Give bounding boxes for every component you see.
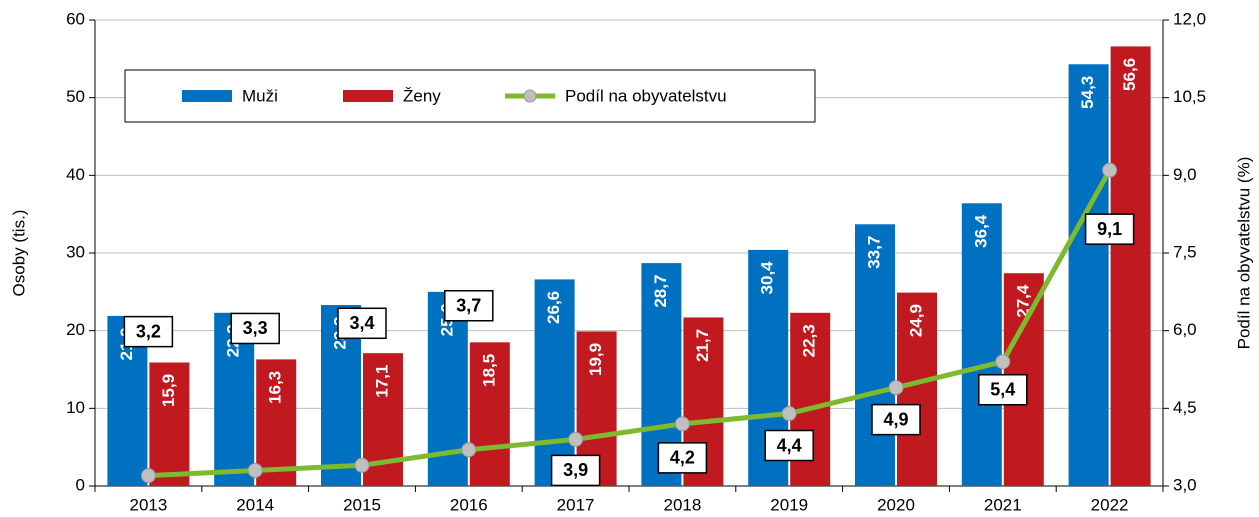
line-label-box [550, 454, 601, 487]
x-tick-label: 2021 [984, 495, 1022, 514]
x-tick-label: 2022 [1091, 495, 1129, 514]
line-marker [247, 462, 263, 478]
y2-tick-label: 3,0 [1173, 475, 1197, 494]
y-tick-label: 60 [66, 9, 85, 28]
bar-value-label: 30,4 [758, 261, 777, 295]
y2-tick-label: 6,0 [1173, 320, 1197, 339]
bar [534, 279, 575, 486]
y2-axis-title: Podíl na obyvatelstvu (%) [1234, 157, 1253, 350]
legend-label: Muži [242, 86, 278, 105]
x-tick-label: 2017 [557, 495, 595, 514]
bar [469, 342, 510, 486]
bar-value-label: 17,1 [372, 365, 391, 398]
legend-label: Ženy [403, 86, 441, 105]
line-label-box [337, 307, 387, 340]
line-value-label: 3,2 [136, 321, 161, 341]
legend-marker [523, 89, 537, 103]
line-label-box [657, 442, 708, 474]
legend-swatch [182, 90, 232, 102]
line-value-label: 9,1 [1097, 219, 1122, 239]
line-value-label: 4,9 [883, 409, 908, 429]
line-value-label: 5,4 [990, 379, 1015, 399]
bar [897, 292, 937, 486]
bar [855, 224, 895, 486]
bar-value-label: 27,4 [1013, 284, 1032, 318]
y-tick-label: 20 [66, 320, 85, 339]
line-value-label: 3,7 [456, 296, 481, 316]
line [148, 168, 1112, 479]
line-marker [781, 406, 797, 422]
line-label-box [978, 373, 1028, 406]
line-marker [140, 468, 156, 484]
legend-label: Podíl na obyvatelstvu [565, 86, 727, 105]
bar [1110, 46, 1151, 486]
y-tick-label: 0 [76, 475, 85, 494]
bar-value-label: 15,9 [159, 374, 178, 407]
x-tick-label: 2014 [236, 495, 274, 514]
bar-value-label: 18,5 [479, 354, 498, 387]
x-tick-label: 2015 [343, 495, 381, 514]
line-label-box [1084, 213, 1135, 245]
bar-value-label: 22,3 [800, 324, 819, 357]
line-label-box [123, 315, 174, 348]
x-tick-label: 2019 [770, 495, 808, 514]
y-axis-title: Osoby (tis.) [9, 210, 28, 297]
line-value-label: 3,3 [243, 318, 268, 338]
bar [256, 359, 297, 486]
bar-value-label: 21,7 [693, 329, 712, 362]
line-label-box [764, 429, 814, 462]
bar-value-label: 36,4 [971, 214, 990, 248]
bar [961, 203, 1002, 486]
line-value-label: 3,9 [563, 460, 588, 480]
bar-value-label: 54,3 [1078, 76, 1097, 109]
y-tick-label: 40 [66, 165, 85, 184]
line-marker [461, 442, 477, 458]
line-marker [674, 416, 690, 432]
bar-value-label: 26,6 [544, 291, 563, 324]
y-tick-label: 30 [66, 242, 85, 261]
line-marker [888, 380, 904, 396]
line-label-box [444, 290, 494, 322]
x-tick-label: 2018 [663, 495, 701, 514]
y-tick-label: 10 [66, 398, 85, 417]
x-tick-label: 2013 [129, 495, 167, 514]
bar [1068, 64, 1109, 487]
bar [149, 362, 190, 486]
legend-swatch [343, 90, 393, 102]
bar-value-label: 16,3 [266, 371, 285, 404]
y2-tick-label: 9,0 [1173, 165, 1197, 184]
line-label-box [230, 312, 280, 345]
line-marker [354, 457, 370, 473]
y2-tick-label: 4,5 [1173, 398, 1197, 417]
bar-value-label: 24,9 [906, 304, 925, 337]
bar-value-label: 28,7 [651, 275, 670, 308]
line-label-box [871, 403, 921, 436]
legend-box [124, 69, 816, 123]
line-marker [568, 431, 584, 447]
y2-tick-label: 7,5 [1173, 242, 1197, 261]
bar-value-label: 19,9 [586, 343, 605, 376]
bar-value-label: 33,7 [864, 236, 883, 269]
y2-tick-label: 12,0 [1173, 9, 1206, 28]
bar-value-label: 56,6 [1120, 58, 1139, 91]
line-value-label: 3,4 [349, 313, 374, 333]
line-value-label: 4,4 [777, 435, 802, 455]
line-marker [995, 354, 1011, 370]
y-tick-label: 50 [66, 87, 85, 106]
line-marker [1102, 162, 1118, 178]
x-tick-label: 2016 [450, 495, 488, 514]
x-tick-label: 2020 [877, 495, 915, 514]
line-value-label: 4,2 [670, 448, 695, 468]
y2-tick-label: 10,5 [1173, 87, 1206, 106]
